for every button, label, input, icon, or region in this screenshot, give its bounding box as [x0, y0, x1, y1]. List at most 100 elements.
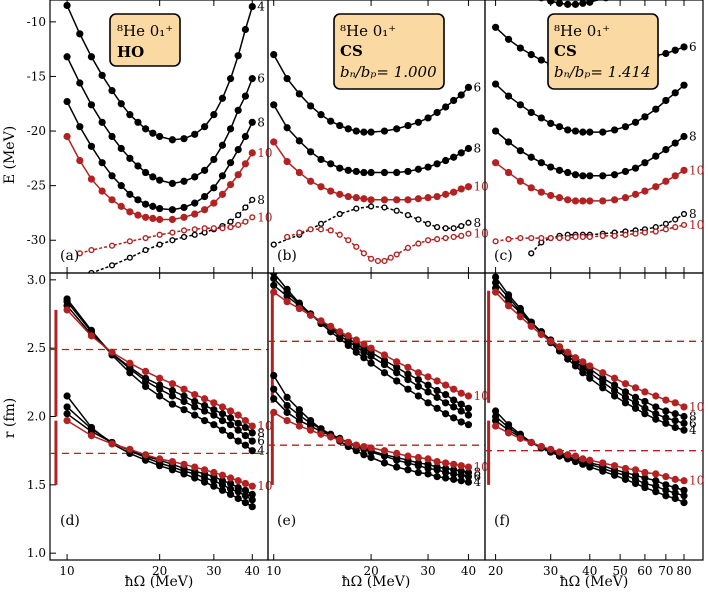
panel-e-x-tick-label: 10: [266, 564, 281, 578]
panel-e-series-4-4-point: [414, 468, 422, 477]
panel-b-series-6-1-point: [450, 96, 458, 105]
panel-a-series-10-3-point: [248, 149, 256, 157]
panel-a-series-10-dotted-5-point: [227, 224, 234, 231]
panel-b-series-10-dotted-5: [284, 226, 472, 265]
info-box-cs-1414-ratio: bₙ/bₚ= 1.414: [554, 63, 651, 81]
panel-b-series-8-2-point: [433, 160, 441, 168]
panel-c-series-8-dotted-5: [528, 210, 688, 257]
panel-a-y-tick-label: -30: [27, 233, 46, 247]
panel-e-series-unlabeled-2-point: [414, 376, 422, 384]
panel-b-series-10-dotted-5-point: [336, 231, 343, 238]
panel-d-series-10-7-point: [241, 479, 250, 488]
panel-f-series-unlabeled-5-point: [671, 489, 679, 497]
panel-d-series-6-1-point: [168, 392, 177, 400]
panel-e-series-10-3-point: [457, 389, 465, 397]
panel-f-series-6-1-line: [495, 282, 685, 425]
info-box-cs-1000: ⁸He 0₁⁺ CS bₙ/bₚ= 1.000: [333, 13, 445, 90]
panel-c-series-10-4-point: [652, 183, 660, 191]
panel-e-series-unlabeled-1-point: [414, 382, 422, 391]
panel-d-series-8-2-point: [141, 374, 150, 382]
panel-b-series-10-3-point: [393, 196, 401, 204]
panel-a-series-8-dotted-4-point: [235, 212, 242, 219]
panel-b-series-6-1-point: [393, 125, 401, 133]
panel-d-series-10-3-point: [87, 332, 96, 340]
panel-e-series-4-4-point: [283, 393, 291, 401]
panel-d-series-10-3-point: [191, 391, 199, 399]
panel-f-series-4-0: [491, 273, 688, 434]
panel-f-series-10-7-point: [652, 470, 660, 478]
panel-a-series-10-dotted-5-point: [156, 231, 163, 238]
panel-a-series-8-dotted-4-point: [156, 241, 163, 248]
panel-d-series-10-3-point: [180, 385, 188, 393]
panel-f-series-10-7: [491, 422, 688, 485]
panel-c-series-unlabeled-0-point: [571, 0, 580, 8]
panel-d-series-10-3-point: [108, 348, 116, 356]
panel-b-series-8-2-point: [317, 155, 325, 164]
panel-b-series-8-2-point: [283, 124, 291, 132]
panel-b-series-6-1-point: [367, 128, 375, 136]
panel-b-series-label: 10: [473, 227, 488, 241]
panel-f-series-10-7-point: [662, 473, 670, 481]
panel-c-series-10-dotted-6-point: [579, 233, 586, 241]
panel-b-series-8-2-point: [344, 166, 352, 174]
panel-a-data: [63, 1, 256, 273]
panel-d-series-6-1-point: [234, 426, 242, 434]
panel-label-e: (e): [277, 513, 296, 529]
panel-e-series-label: 6: [473, 470, 481, 484]
panel-f-series-6-1-point: [680, 419, 688, 427]
panel-f-series-6-1-point: [621, 393, 630, 401]
panel-a-series-4-0-point: [134, 118, 142, 126]
panel-d-series-4-0-point: [210, 421, 218, 429]
panel-c-series-unlabeled-2-point: [586, 128, 594, 136]
panel-f-series-4-0-point: [491, 273, 500, 281]
panel-b-series-6-1-point: [317, 111, 325, 119]
panel-d-series-6-1-point: [226, 421, 235, 429]
panel-c-series-10-dotted-6-point: [672, 224, 679, 231]
panel-b-series-10-dotted-5-point: [353, 243, 360, 250]
panel-a-series-10-dotted-5-point: [88, 246, 95, 254]
panel-f-series-10-3-point: [621, 380, 630, 388]
panel-c-series-10-dotted-6-point: [599, 232, 606, 239]
panel-b-series-10-dotted-5-point: [284, 233, 291, 241]
panel-d-series-10-7-point: [168, 458, 177, 466]
panel-d-series-unlabeled-6-point: [226, 479, 235, 488]
panel-c-series-unlabeled-2-point: [547, 119, 555, 127]
panel-c-series-8-3-point: [527, 153, 535, 161]
panel-b-series-6-1-point: [283, 75, 291, 83]
panel-c-series-10-4-point: [680, 166, 688, 174]
panel-a-series-4-0-point: [248, 2, 256, 11]
panel-f-series-10-3-point: [662, 396, 670, 404]
panel-a-series-4-0-point: [168, 136, 177, 144]
panel-d-series-4-0-point: [241, 441, 250, 449]
panel-a-series-8-2-point: [234, 146, 242, 154]
panel-a-series-10-3-point: [241, 160, 250, 168]
panel-d-y-tick-label: 1.5: [27, 478, 46, 492]
panel-a-series-6-1-line: [66, 56, 253, 185]
panel-c-series-8-3-point: [610, 171, 619, 179]
panel-a-series-10-3-point: [168, 215, 177, 224]
panel-b-series-10-dotted-5-point: [465, 230, 472, 237]
panel-f-series-10-3-point: [564, 348, 572, 356]
panel-b-series-label: 6: [473, 80, 481, 94]
panel-d-series-10-3-point: [210, 399, 218, 407]
panel-b-series-10-dotted-5-point: [381, 257, 388, 265]
panel-d-series-10-3-point: [156, 374, 164, 382]
panel-a-series-6-1-point: [168, 179, 177, 188]
panel-a-series-8-2-point: [87, 142, 96, 150]
panel-f-series-10-7-point: [555, 448, 564, 456]
panel-c-series-8-3-point: [555, 166, 564, 174]
panel-b-series-10-dotted-5-point: [367, 255, 375, 262]
panel-b-series-6-1-point: [295, 90, 303, 98]
panel-b-series-10-dotted-5-point: [374, 257, 382, 265]
panel-f-series-label: 4: [689, 423, 697, 437]
panel-f-series-4-0-point: [662, 419, 670, 427]
panel-e-series-8-6-point: [283, 408, 291, 416]
panel-a-series-4-0-point: [63, 1, 71, 10]
panel-e-series-10-3-point: [442, 381, 450, 389]
panel-d-series-unlabeled-6-point: [234, 483, 242, 492]
panel-a-series-8-dotted-4-point: [242, 204, 249, 211]
panel-b-series-10-dotted-5-point: [327, 227, 334, 234]
panel-b-series-8-dotted-4-line: [273, 205, 469, 246]
panel-a-series-6-1-point: [141, 168, 150, 177]
